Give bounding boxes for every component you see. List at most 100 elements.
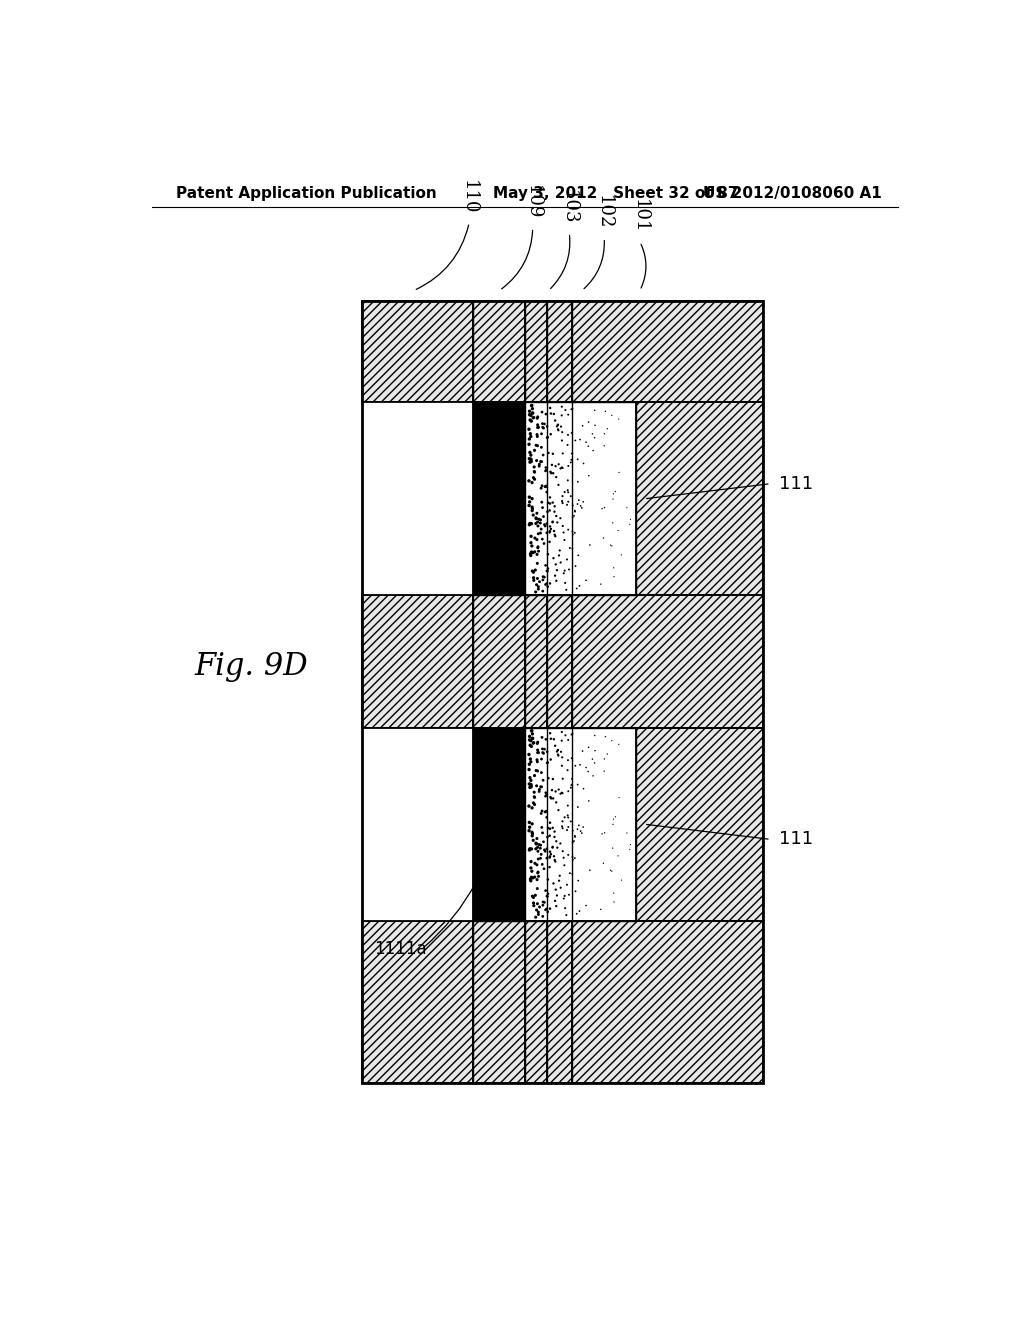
- Point: [527, 507, 544, 528]
- Point: [585, 766, 601, 787]
- Point: [610, 520, 627, 541]
- Point: [580, 436, 596, 457]
- Point: [526, 853, 543, 874]
- Point: [529, 537, 546, 558]
- Point: [613, 544, 630, 565]
- Point: [559, 759, 575, 780]
- Point: [564, 507, 581, 528]
- Point: [525, 467, 542, 488]
- Point: [529, 568, 546, 589]
- Point: [542, 857, 558, 878]
- Point: [537, 840, 553, 861]
- Bar: [572, 301, 763, 403]
- Point: [569, 774, 586, 795]
- Point: [578, 570, 594, 591]
- Point: [522, 532, 539, 553]
- Point: [527, 833, 544, 854]
- Point: [530, 834, 547, 855]
- Point: [570, 545, 587, 566]
- Point: [538, 461, 554, 482]
- Bar: [362, 727, 473, 921]
- Point: [522, 544, 539, 565]
- Point: [563, 723, 580, 744]
- Point: [522, 445, 539, 466]
- Point: [547, 496, 563, 517]
- Point: [552, 833, 568, 854]
- Point: [523, 775, 540, 796]
- Point: [597, 401, 613, 422]
- Point: [554, 405, 570, 426]
- Point: [528, 833, 545, 854]
- Point: [548, 466, 564, 487]
- Point: [540, 426, 556, 447]
- Point: [529, 417, 546, 438]
- Text: 109: 109: [523, 185, 542, 219]
- Point: [554, 816, 570, 837]
- Point: [541, 768, 557, 789]
- Point: [532, 803, 549, 824]
- Point: [535, 569, 551, 590]
- Point: [555, 847, 571, 869]
- Point: [525, 568, 542, 589]
- Point: [525, 733, 542, 754]
- Point: [529, 426, 546, 447]
- Point: [602, 535, 618, 556]
- Point: [539, 807, 555, 828]
- Point: [569, 449, 586, 470]
- Point: [521, 726, 538, 747]
- Point: [540, 817, 556, 838]
- Point: [570, 814, 587, 836]
- Point: [521, 470, 538, 491]
- Point: [525, 830, 542, 851]
- Point: [542, 487, 558, 508]
- Point: [530, 904, 547, 925]
- Point: [602, 859, 618, 880]
- Point: [529, 894, 546, 915]
- Point: [539, 416, 555, 437]
- Point: [567, 826, 584, 847]
- Point: [542, 520, 558, 541]
- Point: [582, 859, 598, 880]
- Point: [546, 846, 562, 867]
- Point: [534, 817, 550, 838]
- Point: [559, 434, 575, 455]
- Bar: [572, 727, 763, 921]
- Point: [526, 793, 543, 814]
- Point: [522, 730, 539, 751]
- Point: [560, 482, 577, 503]
- Point: [568, 578, 585, 599]
- Point: [522, 869, 539, 890]
- Point: [538, 783, 554, 804]
- Point: [532, 834, 549, 855]
- Point: [562, 810, 579, 832]
- Point: [543, 461, 559, 482]
- Point: [524, 403, 541, 424]
- Point: [535, 498, 551, 519]
- Point: [555, 444, 571, 465]
- Point: [560, 404, 577, 425]
- Point: [547, 890, 563, 911]
- Point: [545, 444, 561, 465]
- Point: [554, 730, 570, 751]
- Point: [571, 576, 588, 597]
- Point: [557, 898, 573, 919]
- Point: [550, 744, 566, 766]
- Point: [622, 840, 638, 861]
- Point: [559, 549, 575, 570]
- Bar: [473, 921, 524, 1084]
- Point: [535, 528, 551, 549]
- Point: [570, 870, 587, 891]
- Text: 111: 111: [778, 830, 813, 849]
- Point: [545, 873, 561, 894]
- Point: [554, 783, 570, 804]
- Point: [561, 537, 578, 558]
- Point: [539, 886, 555, 907]
- Point: [540, 544, 556, 565]
- Point: [543, 787, 559, 808]
- Point: [535, 445, 551, 466]
- Point: [543, 729, 559, 750]
- Point: [537, 477, 553, 498]
- Point: [605, 488, 622, 510]
- Point: [564, 846, 581, 867]
- Point: [595, 853, 611, 874]
